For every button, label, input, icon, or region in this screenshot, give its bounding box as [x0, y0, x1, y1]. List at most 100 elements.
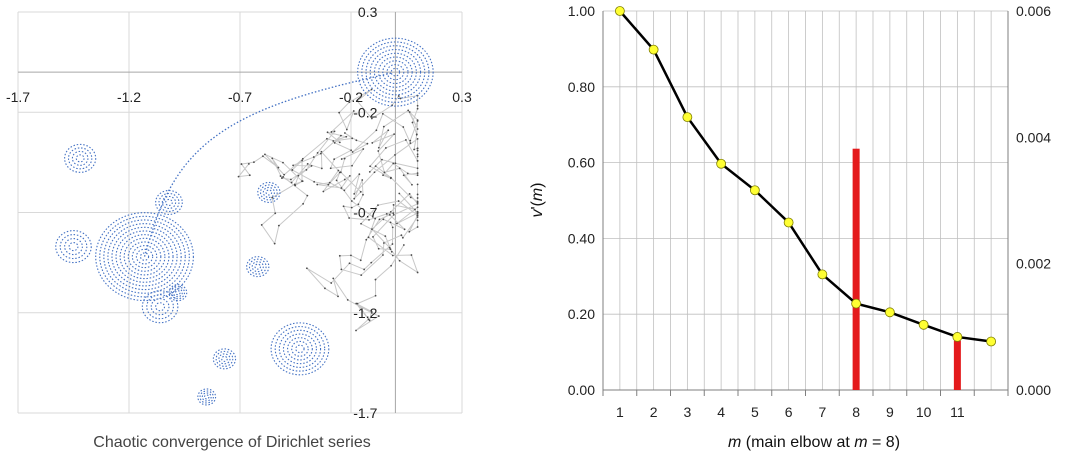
partial-sum-point: [350, 206, 353, 209]
partial-sum-point: [377, 150, 380, 152]
v-prime-line: [618, 10, 992, 343]
partial-sum-point: [343, 178, 346, 181]
partial-sum-point: [301, 180, 304, 183]
y-tick-label: 1.00: [568, 3, 595, 19]
partial-sum-point: [297, 174, 300, 177]
spiral-ring: [172, 288, 183, 298]
partial-sum-point: [384, 147, 387, 149]
partial-sum-point: [378, 218, 381, 221]
partial-sum-point: [367, 318, 370, 321]
partial-sum-point: [360, 274, 363, 277]
partial-sum-point: [343, 157, 346, 160]
partial-sum-point: [411, 121, 414, 124]
elbow-bar: [953, 340, 961, 390]
elbow-chart-svg: 1.00 0.80 0.60 0.40 0.20 0.00 0.006 0.004 0.002 0…: [529, 3, 1051, 451]
partial-sum-point: [391, 254, 394, 257]
partial-sum-point: [360, 222, 362, 225]
spiral-ring: [75, 154, 85, 163]
partial-sum-point: [345, 128, 348, 131]
partial-sum-point: [374, 165, 377, 168]
v-prime-point: [783, 217, 794, 228]
partial-sum-point: [356, 100, 359, 102]
elbow-chart: 1.00 0.80 0.60 0.40 0.20 0.00 0.006 0.004 0.002 0…: [529, 0, 1075, 465]
spiral-ring: [71, 150, 89, 166]
spiral-cluster: [95, 212, 194, 302]
partial-sum-point: [414, 208, 416, 211]
y-axis-title: v'(m): [530, 182, 546, 217]
partial-sum-point: [388, 213, 391, 216]
partial-sum-point: [322, 190, 325, 193]
y-tick-label: 0.40: [568, 230, 595, 246]
spiral-cluster: [246, 256, 270, 278]
partial-sum-point: [237, 175, 240, 178]
spiral-cluster: [141, 290, 179, 324]
partial-sum-point: [352, 110, 355, 112]
v-prime-point: [918, 319, 929, 330]
partial-sum-point: [319, 152, 322, 155]
partial-sum-point: [348, 101, 351, 104]
partial-sum-point: [399, 97, 402, 100]
v-prime-point: [682, 112, 693, 123]
partial-sum-point: [333, 158, 336, 161]
spiral-ring: [55, 230, 92, 264]
spiral-ring: [161, 195, 177, 210]
partial-sum-point: [350, 200, 353, 202]
partial-sum-point: [355, 329, 357, 332]
partial-sum-point: [345, 135, 348, 138]
partial-sum-point: [403, 228, 406, 231]
partial-sum-point: [262, 155, 264, 158]
partial-sum-point: [409, 139, 412, 142]
partial-sum-point: [409, 196, 412, 199]
spiral-ring: [155, 302, 166, 312]
partial-sum-point: [279, 175, 282, 177]
spiral-ring: [282, 333, 317, 365]
partial-sum-point: [377, 204, 379, 207]
partial-sum-point: [327, 183, 330, 186]
spiral-ring: [131, 245, 158, 269]
spiral-ring: [95, 212, 194, 302]
partial-sum-point: [290, 178, 292, 181]
x-axis-title: m (main elbow at m = 8): [728, 434, 900, 451]
partial-sum-point: [358, 173, 361, 176]
partial-sum-point: [368, 170, 371, 173]
partial-sum-point: [406, 172, 409, 175]
partial-sum-point: [355, 302, 358, 305]
partial-sum-point: [392, 213, 395, 216]
partial-sum-point: [397, 200, 400, 202]
x-tick-label: 0.3: [452, 89, 472, 105]
spiral-ring: [262, 186, 275, 198]
spiral-ring: [254, 263, 262, 270]
partial-sum-point: [416, 212, 419, 214]
partial-sum-point: [340, 134, 342, 137]
y-tick-label: 0.80: [568, 79, 595, 95]
partial-sum-point: [392, 162, 395, 165]
partial-sum-point: [338, 254, 341, 257]
partial-sum-point: [282, 161, 284, 164]
partial-sum-point: [353, 192, 356, 195]
spiral-ring: [59, 234, 88, 260]
partial-sum-point: [381, 158, 383, 161]
partial-sum-point: [382, 125, 385, 128]
spiral-ring: [107, 223, 182, 291]
partial-sum-point: [382, 174, 384, 177]
x-tick-label: 9: [886, 404, 894, 420]
spiral-ring: [212, 348, 237, 370]
spiral-ring: [265, 189, 273, 196]
partial-sum-point: [398, 167, 401, 170]
partial-sum-point: [368, 218, 370, 221]
partial-sum-point: [402, 174, 405, 177]
x-tick-label: 8: [852, 404, 860, 420]
partial-sum-point: [416, 167, 419, 170]
spiral-ring: [382, 60, 409, 85]
partial-sum-point: [361, 179, 364, 181]
partial-sum-point: [247, 162, 250, 165]
spiral-cluster: [155, 189, 183, 216]
partial-sum-point: [305, 267, 308, 270]
partial-sum-point: [416, 137, 419, 140]
partial-sum-point: [416, 183, 419, 186]
partial-sum-point: [248, 174, 251, 177]
spiral-ring: [119, 234, 170, 280]
partial-sum-point: [363, 268, 366, 271]
partial-sum-point: [389, 210, 392, 213]
spiral-ring: [259, 184, 278, 201]
